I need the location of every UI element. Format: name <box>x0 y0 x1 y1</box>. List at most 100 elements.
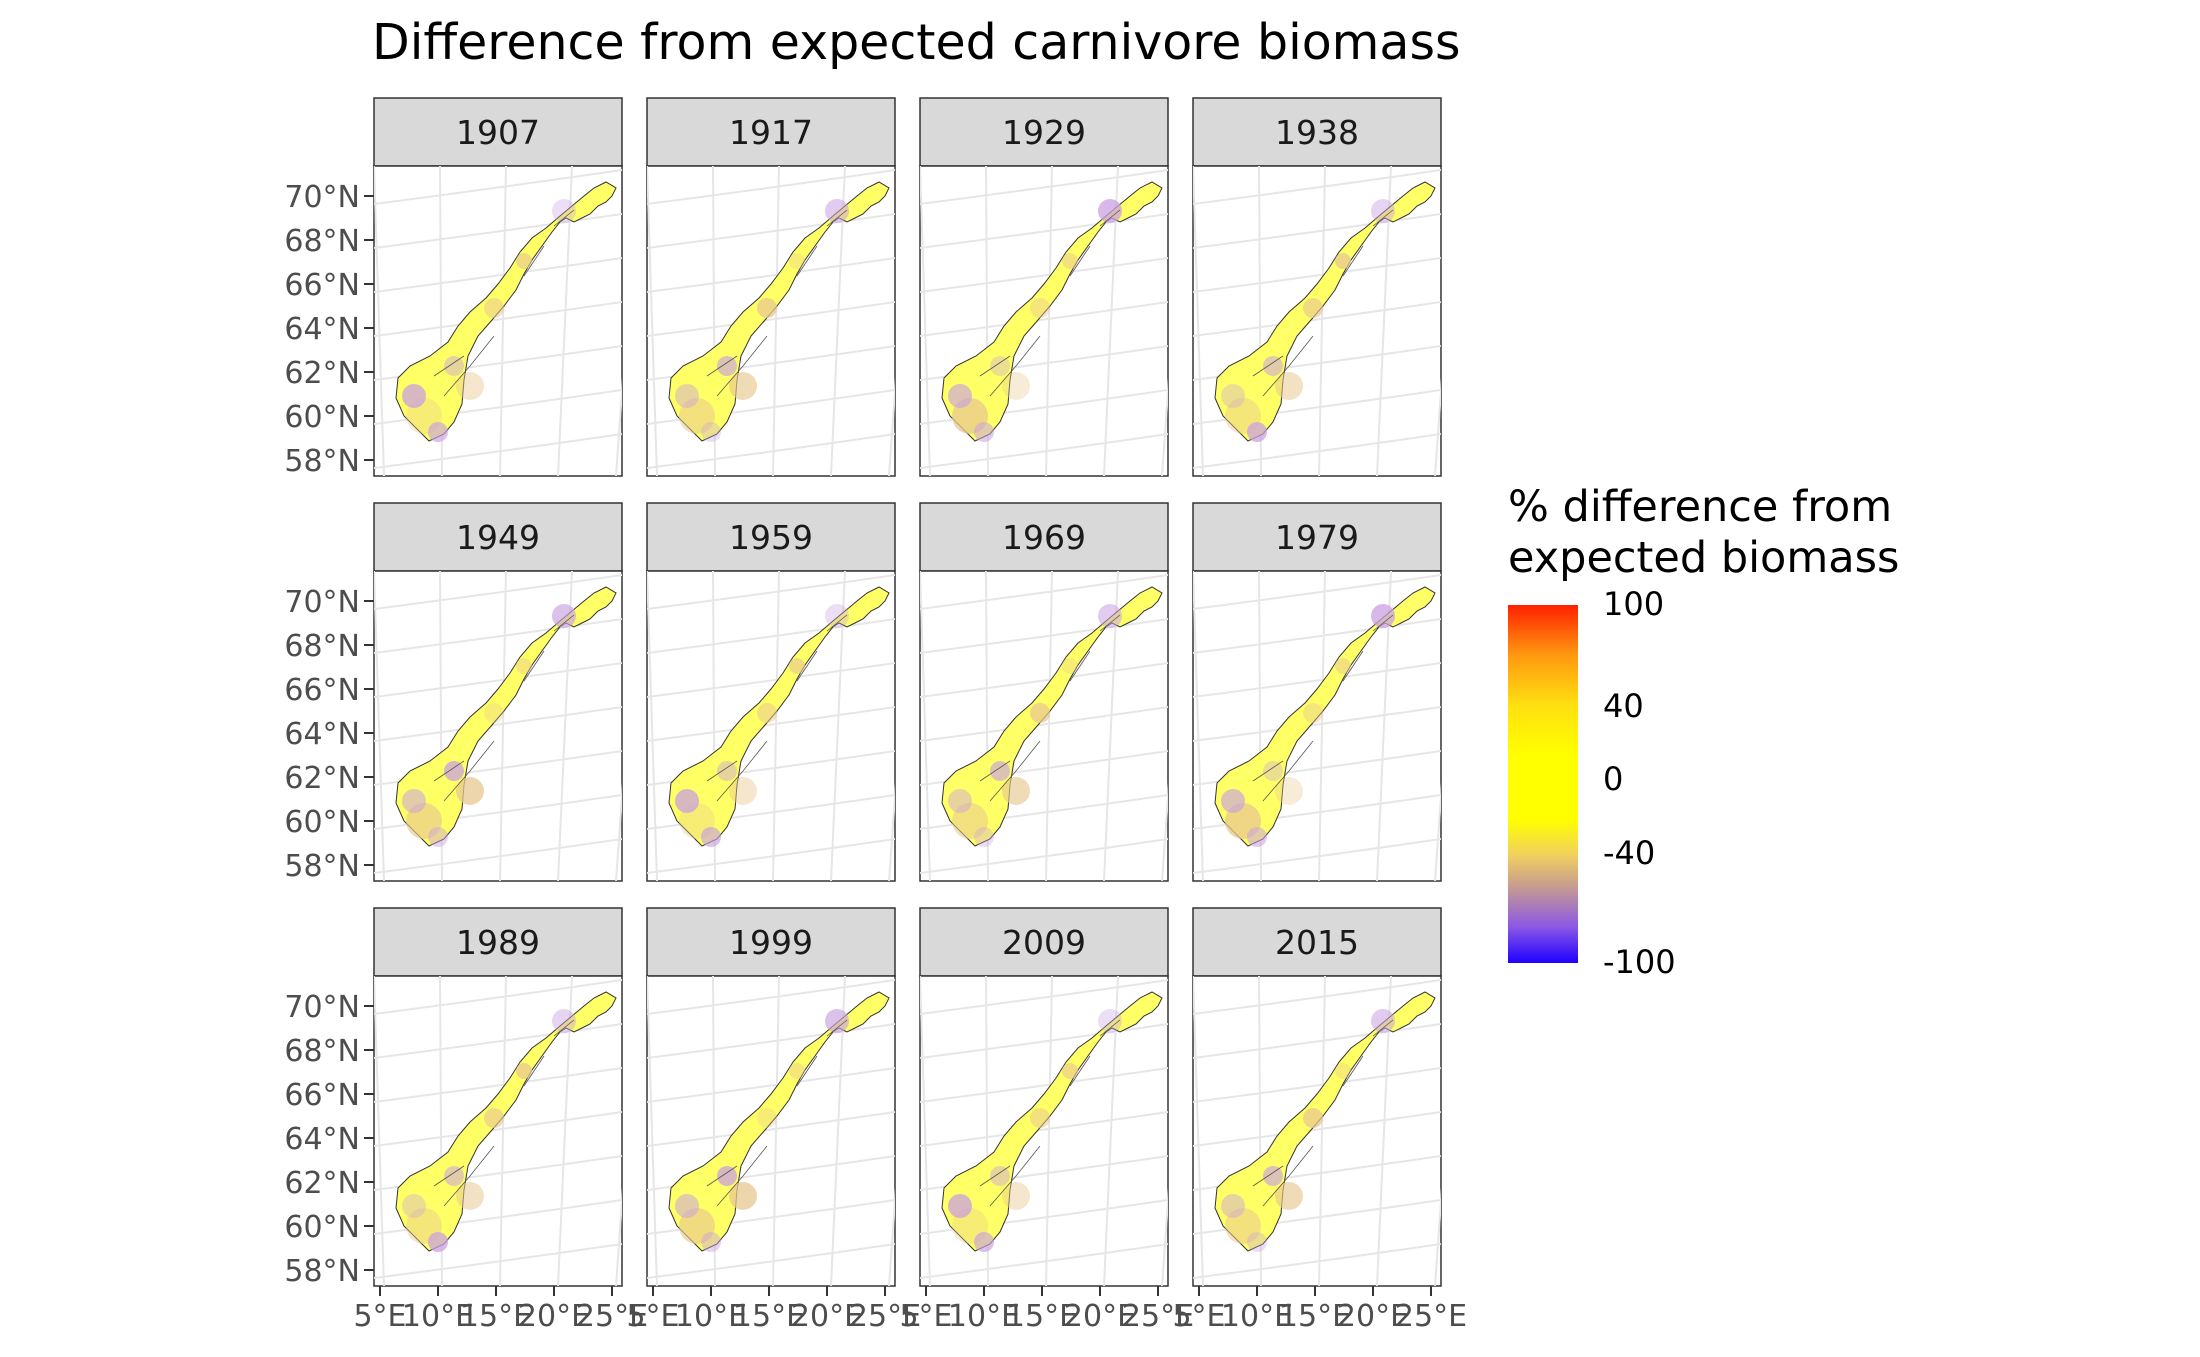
graticule-lon <box>1318 976 1326 1286</box>
norway-outline <box>941 181 1163 442</box>
graticule-lat <box>374 169 622 205</box>
graticule-lat <box>647 1067 895 1103</box>
biomass-patch <box>1030 1108 1050 1128</box>
biomass-patch <box>675 1194 699 1218</box>
lon-label: 20°E <box>791 1299 863 1334</box>
panel-1959: 1959 <box>646 502 896 882</box>
strip-label-1917: 1917 <box>729 113 813 152</box>
biomass-patch <box>990 356 1010 376</box>
lat-label: 66°N <box>284 1078 360 1113</box>
lon-label: 10°E <box>402 1299 474 1334</box>
biomass-patch <box>1263 761 1283 781</box>
graticule-lon <box>374 166 385 476</box>
biomass-patch <box>1371 1009 1395 1033</box>
biomass-patch <box>444 356 464 376</box>
biomass-patch <box>456 372 484 400</box>
biomass-patch <box>1098 199 1122 223</box>
biomass-patch <box>1303 1108 1323 1128</box>
strip-label-1938: 1938 <box>1275 113 1359 152</box>
biomass-patch <box>1247 827 1267 847</box>
graticule-lat <box>374 1243 622 1279</box>
strip-2009 <box>919 907 1169 977</box>
lat-label: 58°N <box>284 849 360 884</box>
panel-2009: 2009 5°E10°E15°E20°E25°E <box>899 907 1194 1334</box>
lat-label: 64°N <box>284 717 360 752</box>
biomass-patch <box>1098 604 1122 628</box>
biomass-patch <box>675 384 699 408</box>
graticule-lat <box>1193 169 1441 205</box>
biomass-patch <box>1303 703 1323 723</box>
graticule-lat <box>920 169 1168 205</box>
graticule-lat <box>374 574 622 610</box>
graticule-lat <box>1193 389 1441 425</box>
legend-tick <box>1578 962 1590 964</box>
biomass-patch <box>428 827 448 847</box>
graticule-lon <box>1161 1187 1168 1286</box>
biomass-patch <box>990 1166 1010 1186</box>
biomass-patch <box>1030 298 1050 318</box>
biomass-patch <box>552 604 576 628</box>
lat-label: 70°N <box>284 585 360 620</box>
norway-map-1949 <box>395 586 617 847</box>
graticule-lon <box>499 976 507 1286</box>
graticule-lat <box>920 979 1168 1015</box>
graticule-lat <box>920 706 1168 742</box>
lon-label: 25°E <box>849 1299 921 1334</box>
graticule-lat <box>647 838 895 874</box>
lon-label: 20°E <box>1064 1299 1136 1334</box>
legend-tick <box>1578 779 1590 782</box>
biomass-patch <box>1098 1009 1122 1033</box>
graticule-lat <box>920 838 1168 874</box>
biomass-patch <box>456 777 484 805</box>
lon-label: 15°E <box>733 1299 805 1334</box>
lon-label: 5°E <box>899 1299 952 1334</box>
strip-1979 <box>1192 502 1442 572</box>
graticule-lon <box>1045 571 1053 881</box>
biomass-patch <box>701 1232 721 1252</box>
graticule-lon <box>374 571 385 881</box>
panel-1969: 1969 <box>919 502 1169 882</box>
lat-label: 68°N <box>284 629 360 664</box>
strip-1989 <box>373 907 623 977</box>
lon-label: 20°E <box>518 1299 590 1334</box>
graticule-lat <box>1193 1243 1441 1279</box>
biomass-patch <box>516 253 532 269</box>
panel-1949: 1949 70°N 68°N 66°N 64°N 62°N 60°N 58°N <box>284 502 623 884</box>
graticule-lat <box>920 662 1168 698</box>
biomass-patch <box>1002 372 1030 400</box>
strip-label-1959: 1959 <box>729 518 813 557</box>
lat-label: 62°N <box>284 356 360 391</box>
graticule-lat <box>920 1067 1168 1103</box>
graticule-lon <box>1161 782 1168 881</box>
legend-label: -100 <box>1603 943 1676 981</box>
graticule-lon <box>920 976 931 1286</box>
graticule-lon <box>615 1187 622 1286</box>
biomass-patch <box>1221 384 1245 408</box>
biomass-patch <box>789 1063 805 1079</box>
lat-label: 64°N <box>284 1122 360 1157</box>
graticule-lat <box>1193 1067 1441 1103</box>
graticule-lon <box>374 976 385 1286</box>
graticule-lat <box>374 1111 622 1147</box>
graticule-lat <box>1193 574 1441 610</box>
strip-label-1989: 1989 <box>456 923 540 962</box>
strip-1969 <box>919 502 1169 572</box>
biomass-patch <box>789 658 805 674</box>
norway-map-1969 <box>941 586 1163 847</box>
legend-tick <box>1578 706 1590 709</box>
panel-1917: 1917 <box>646 97 896 477</box>
graticule-lat <box>920 1199 1168 1235</box>
biomass-patch <box>757 298 777 318</box>
graticule-lat <box>647 169 895 205</box>
biomass-patch <box>516 1063 532 1079</box>
graticule-lat <box>374 662 622 698</box>
biomass-patch <box>948 1194 972 1218</box>
lon-label: 20°E <box>1337 1299 1409 1334</box>
graticule-lon <box>1193 976 1204 1286</box>
strip-label-2015: 2015 <box>1275 923 1359 962</box>
graticule-lat <box>374 1023 622 1059</box>
norway-map-2009 <box>941 991 1163 1252</box>
norway-outline <box>668 991 890 1252</box>
biomass-patch <box>717 356 737 376</box>
